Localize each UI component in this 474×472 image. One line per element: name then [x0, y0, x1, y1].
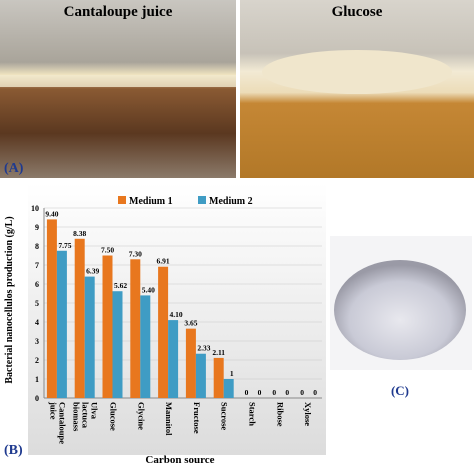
data-label: 3.65 — [184, 319, 197, 328]
bar — [74, 238, 85, 398]
bar — [195, 353, 206, 398]
x-tick-label: Cantaloupejuice — [48, 401, 67, 444]
data-label: 7.50 — [101, 246, 114, 255]
bar — [213, 357, 224, 398]
y-tick-label: 5 — [35, 299, 39, 308]
bar — [84, 276, 95, 398]
y-tick-label: 0 — [35, 394, 39, 403]
data-label: 0 — [258, 388, 262, 397]
data-label: 4.10 — [170, 310, 183, 319]
data-label: 0 — [300, 388, 304, 397]
y-tick-label: 3 — [35, 337, 39, 346]
data-label: 7.30 — [129, 249, 142, 258]
y-tick-label: 6 — [35, 280, 39, 289]
x-tick-label: Starch — [248, 402, 258, 426]
legend-label: Medium 2 — [209, 196, 253, 207]
legend-swatch — [118, 196, 126, 204]
y-tick-label: 4 — [35, 318, 39, 327]
x-tick-label: Glycine — [136, 402, 146, 430]
photo-title: Cantaloupe juice — [64, 4, 173, 20]
data-label: 6.91 — [157, 257, 170, 266]
foam — [0, 75, 236, 87]
bar — [158, 266, 169, 398]
bar — [46, 219, 57, 398]
data-label: 5.40 — [142, 285, 155, 294]
data-label: 8.38 — [73, 229, 86, 238]
bar — [185, 328, 196, 398]
y-tick-label: 10 — [31, 204, 39, 213]
x-tick-label: Xylose — [303, 402, 313, 426]
bar — [130, 259, 141, 398]
x-axis-label: Carbon source — [145, 454, 214, 466]
bar — [102, 255, 113, 398]
data-label: 2.11 — [212, 348, 225, 357]
data-label: 0 — [285, 388, 289, 397]
legend-label: Medium 1 — [129, 196, 173, 207]
x-tick-label: Glucose — [109, 402, 119, 431]
bar — [223, 379, 234, 398]
y-tick-label: 1 — [35, 375, 39, 384]
bar — [56, 250, 67, 398]
y-tick-label: 8 — [35, 242, 39, 251]
data-label: 6.39 — [86, 267, 99, 276]
legend-swatch — [198, 196, 206, 204]
data-label: 1 — [230, 369, 234, 378]
y-tick-label: 2 — [35, 356, 39, 365]
panel-label: (A) — [4, 161, 24, 176]
x-tick-label: Ribose — [275, 402, 285, 427]
bar — [140, 295, 151, 398]
data-label: 0 — [272, 388, 276, 397]
panel-label: (C) — [391, 383, 409, 398]
x-tick-label: Fructose — [192, 402, 202, 434]
powder — [334, 260, 466, 360]
data-label: 9.40 — [45, 209, 58, 218]
y-axis-label: Bacterial nanocellulos production (g/L) — [4, 216, 15, 383]
bar — [168, 320, 179, 398]
data-label: 5.62 — [114, 281, 127, 290]
y-tick-label: 9 — [35, 223, 39, 232]
panel-label: (B) — [4, 443, 23, 458]
bar — [112, 291, 123, 398]
data-label: 7.75 — [58, 241, 71, 250]
x-tick-label: Ulvalactucabiomass — [72, 402, 100, 432]
data-label: 0 — [245, 388, 249, 397]
data-label: 2.33 — [197, 344, 210, 353]
data-label: 0 — [313, 388, 317, 397]
photo-cantaloupe — [0, 0, 236, 178]
x-tick-label: Mannitol — [164, 402, 174, 436]
photo-title: Glucose — [332, 4, 383, 20]
y-tick-label: 7 — [35, 261, 39, 270]
foam — [262, 50, 452, 94]
x-tick-label: Sucrose — [220, 402, 230, 430]
